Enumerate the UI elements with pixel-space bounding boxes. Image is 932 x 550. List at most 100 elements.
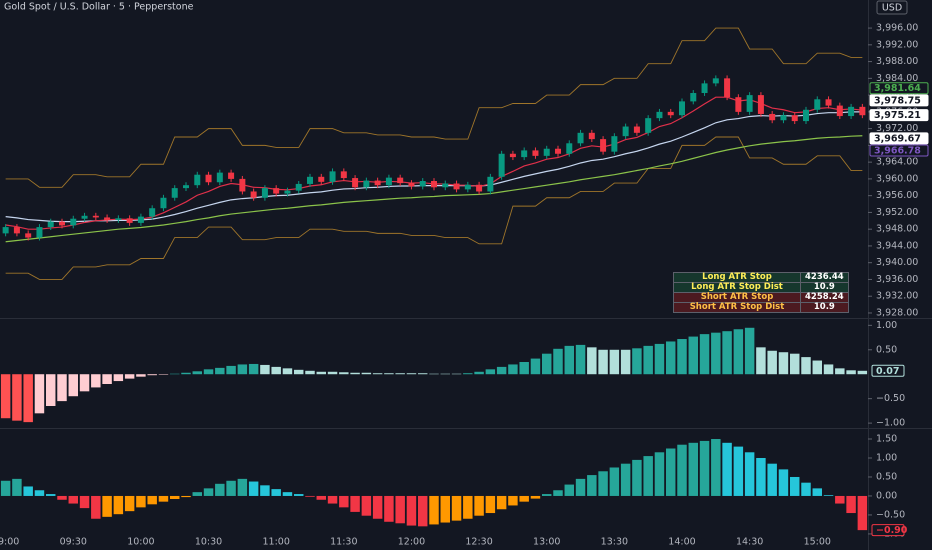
histogram-bar xyxy=(237,478,248,496)
candle-body xyxy=(419,180,426,187)
histogram-bar xyxy=(248,481,259,496)
histogram-bar xyxy=(181,495,191,498)
histogram-bar xyxy=(598,471,608,496)
candle-body xyxy=(2,227,9,234)
histogram-bar xyxy=(23,374,33,423)
histogram-bar xyxy=(767,463,777,496)
histogram-bar xyxy=(530,495,541,499)
last-value-box xyxy=(871,364,905,377)
candle-body xyxy=(724,78,731,98)
histogram-bar xyxy=(417,495,428,527)
histogram-bar xyxy=(57,374,67,402)
x-tick-label: 13:00 xyxy=(533,537,560,548)
histogram-bar xyxy=(12,478,22,496)
candle-body xyxy=(848,106,855,117)
histogram-bar xyxy=(102,374,112,384)
histogram-bar xyxy=(744,452,755,496)
histogram-bar xyxy=(711,332,721,375)
histogram-bar xyxy=(699,440,710,496)
histogram-bar xyxy=(519,362,529,375)
y-tick-label: 3,944.00 xyxy=(876,240,918,251)
histogram-bar xyxy=(564,484,575,496)
candle-body xyxy=(261,188,268,198)
x-tick-label: 11:30 xyxy=(330,537,357,548)
histogram-bar xyxy=(553,348,563,375)
histogram-bar xyxy=(305,495,315,497)
candle-body xyxy=(825,99,832,106)
histogram-bar xyxy=(744,327,755,375)
candle-body xyxy=(126,218,133,223)
candle-body xyxy=(690,93,697,102)
candle-body xyxy=(70,218,77,226)
histogram-bar xyxy=(215,483,225,496)
candle-body xyxy=(92,215,99,218)
axes: 3,996.003,992.003,988.003,984.003,980.00… xyxy=(0,23,929,548)
candle-body xyxy=(487,176,494,192)
histogram-bar xyxy=(733,329,744,375)
x-tick-label: 14:00 xyxy=(668,537,695,548)
candle-body xyxy=(600,139,607,152)
histogram-bar xyxy=(45,374,56,406)
histogram-bar xyxy=(857,370,868,375)
histogram-bar xyxy=(350,372,360,375)
histogram-bar xyxy=(835,495,845,504)
histogram-bar xyxy=(530,358,541,375)
table-value: 10.9 xyxy=(800,302,849,313)
histogram-bar xyxy=(429,495,439,525)
histogram-bar xyxy=(778,352,789,375)
candle-body xyxy=(532,150,539,156)
candle-body xyxy=(701,83,708,94)
candle-body xyxy=(769,113,776,121)
candle-body xyxy=(566,143,573,154)
candle-body xyxy=(588,132,595,140)
y-tick-label: 3,940.00 xyxy=(876,257,918,268)
candle-body xyxy=(453,183,460,190)
histogram-bar xyxy=(463,495,473,519)
currency-box[interactable] xyxy=(876,0,908,15)
histogram-bar xyxy=(248,363,259,375)
price-label-box xyxy=(869,82,929,95)
candle-body xyxy=(194,174,201,186)
atr-table: Long ATR Stop 4236.44 Long ATR Stop Dist 1… xyxy=(673,272,849,313)
candle-body xyxy=(25,233,32,238)
price-label-box xyxy=(869,109,929,122)
price-label: 3,966.78 xyxy=(874,145,921,156)
candle-body xyxy=(329,171,336,182)
candle-body xyxy=(47,221,54,228)
price-label: 3,981.64 xyxy=(874,83,921,94)
histogram-bar xyxy=(45,494,56,496)
histogram-bar xyxy=(553,490,563,496)
histogram-bar xyxy=(384,495,394,522)
y-tick-label: 3,932.00 xyxy=(876,291,918,302)
x-tick-label: 10:00 xyxy=(127,537,154,548)
histogram-bar xyxy=(801,482,811,496)
histogram-bar xyxy=(463,373,473,375)
histogram-bar xyxy=(519,495,529,502)
histogram-bar xyxy=(12,374,22,421)
candle-body xyxy=(656,111,663,119)
candle-body xyxy=(667,111,674,116)
indicator-line xyxy=(5,27,863,188)
currency[interactable]: USD xyxy=(882,3,902,14)
histogram-bar xyxy=(34,374,45,414)
y-tick-label: 3,956.00 xyxy=(876,190,918,201)
candle-body xyxy=(149,208,156,217)
histogram-bar xyxy=(677,339,687,375)
histogram-bar xyxy=(226,365,236,375)
histogram-bar xyxy=(260,485,270,496)
histogram-bar xyxy=(632,459,642,496)
table-row: Long ATR Stop 4236.44 xyxy=(673,272,849,283)
x-tick-label: 12:30 xyxy=(465,537,492,548)
histogram-bar xyxy=(237,364,248,375)
histogram-bar xyxy=(609,349,620,375)
histogram-bar xyxy=(654,343,665,375)
candle-body xyxy=(679,101,685,116)
last-value-label: 0.07 xyxy=(876,366,899,377)
histogram-bar xyxy=(756,347,766,375)
histogram-bar xyxy=(451,495,462,521)
histogram-bar xyxy=(541,353,552,375)
y-tick-label: −0.50 xyxy=(876,393,905,404)
histogram-bar xyxy=(688,336,699,375)
candle-body xyxy=(611,136,618,152)
